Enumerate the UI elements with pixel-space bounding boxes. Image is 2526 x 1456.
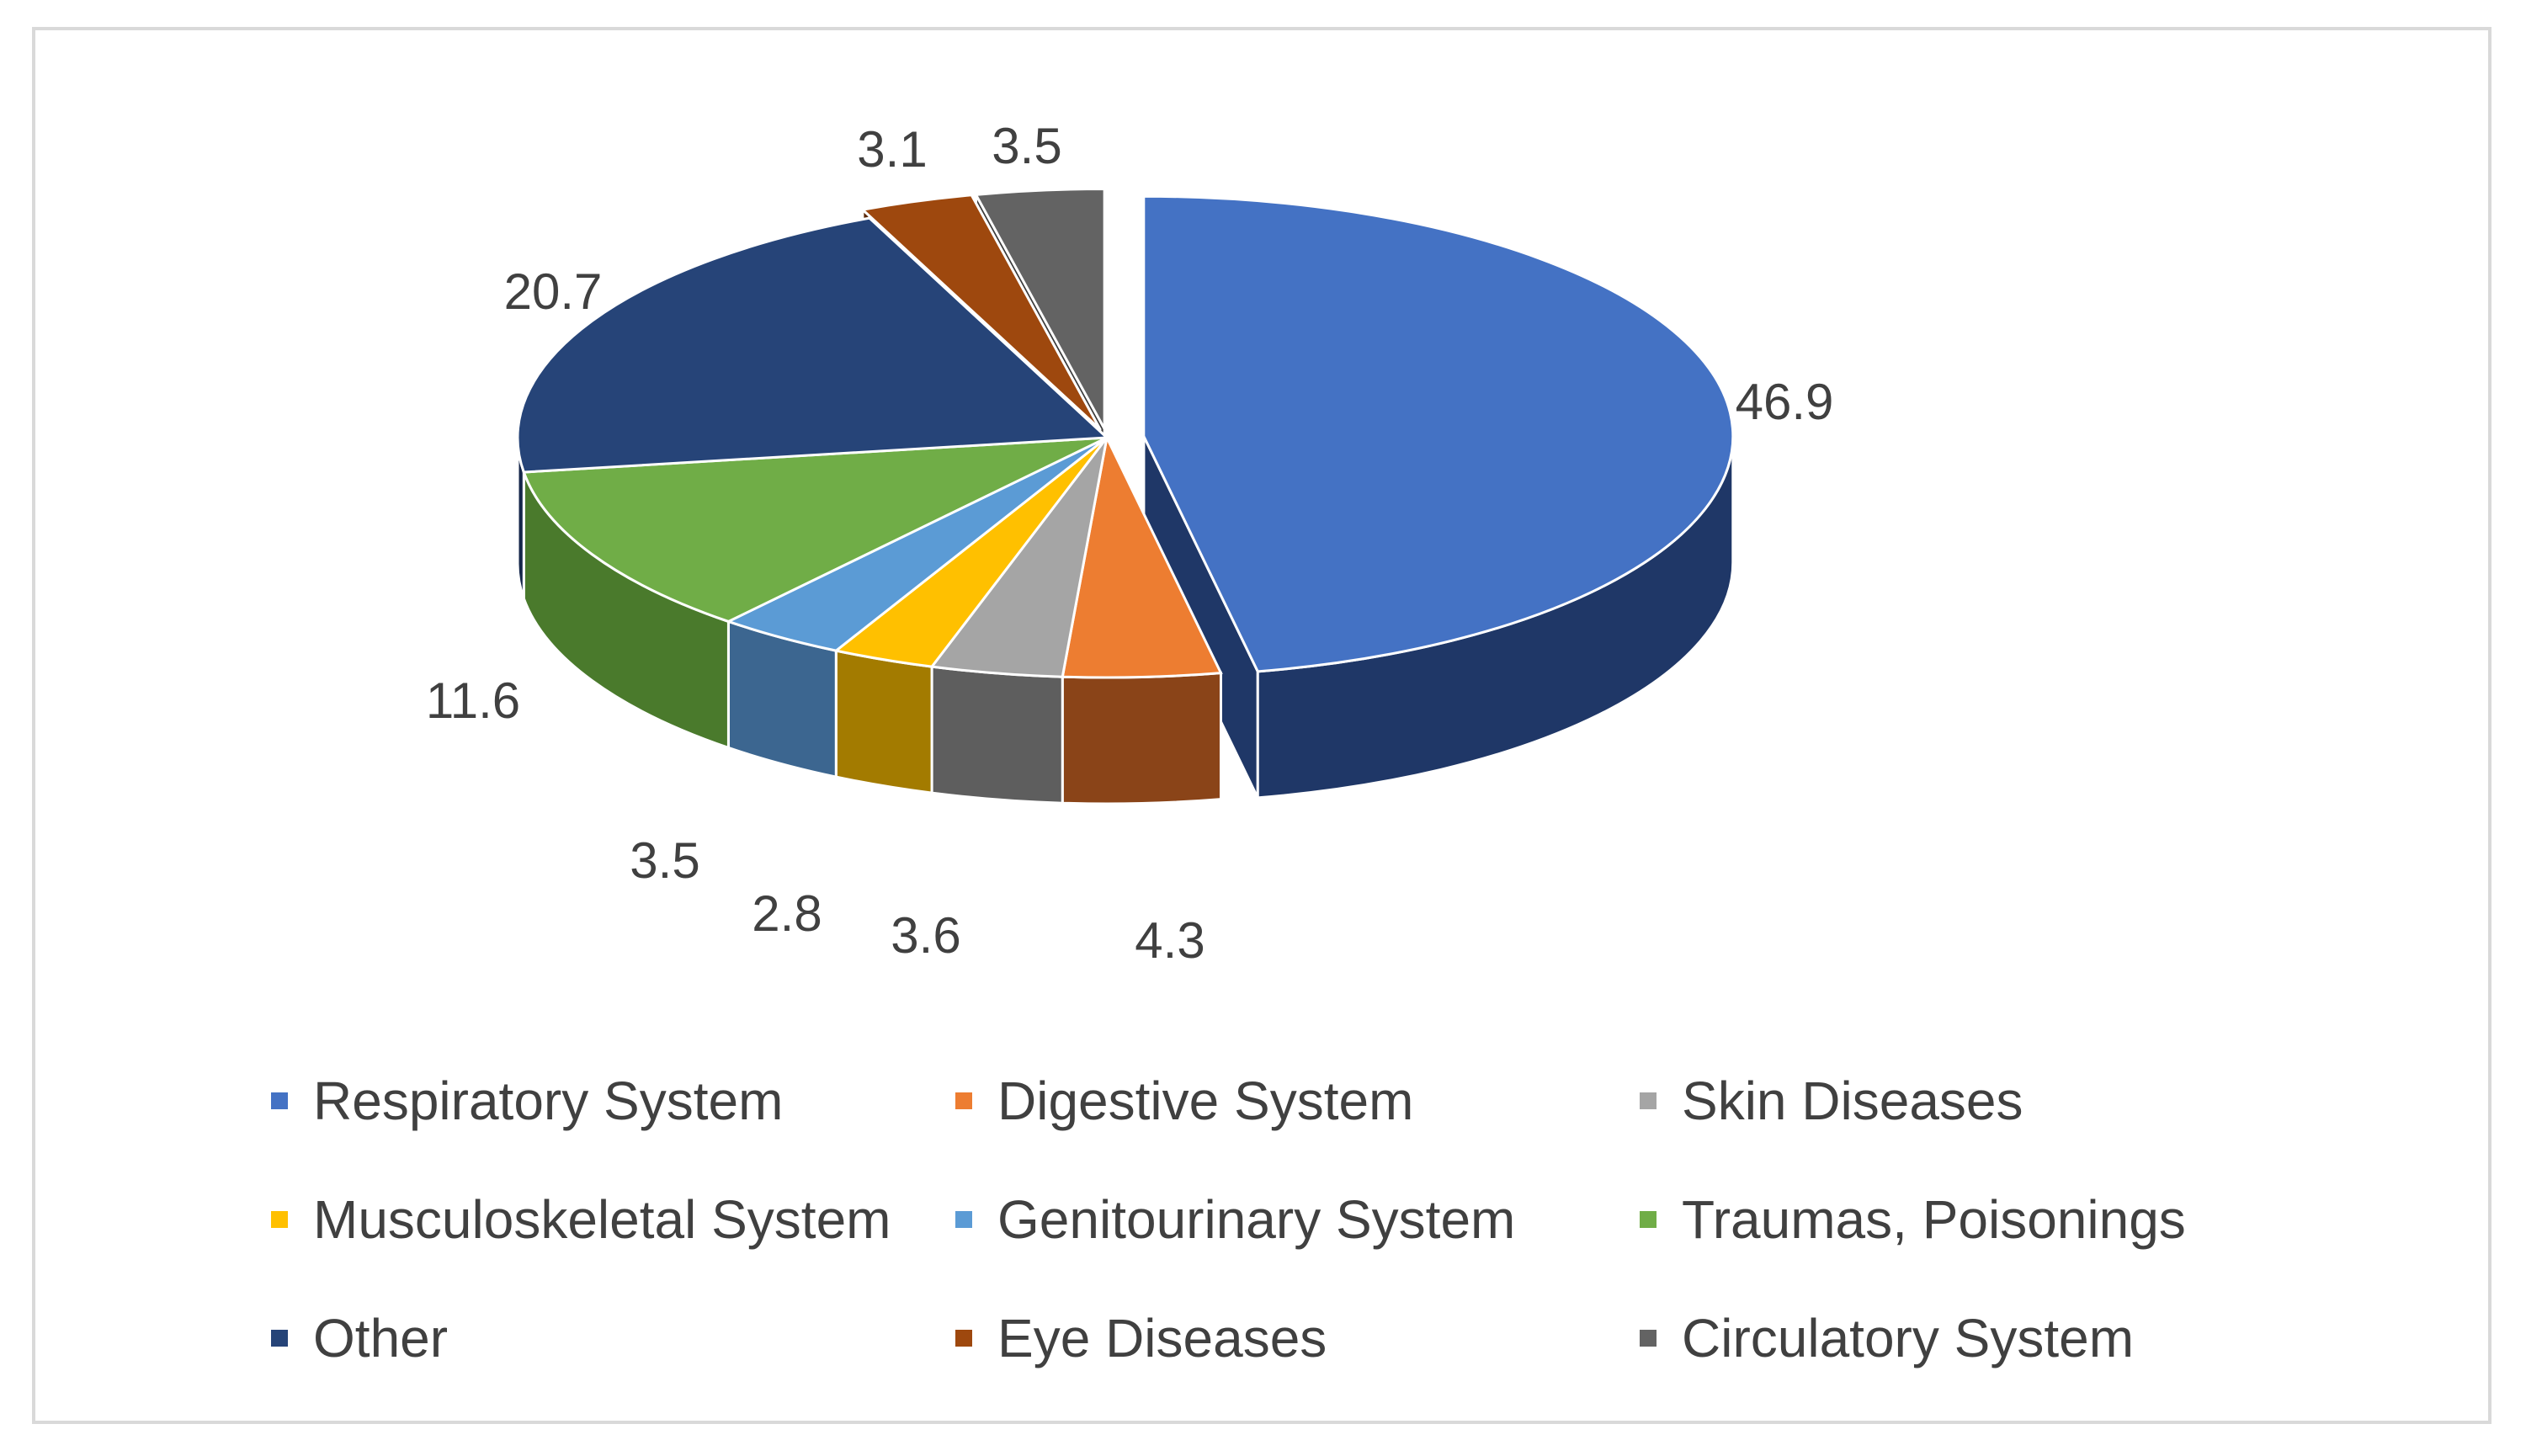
legend-item: Other [271,1305,448,1372]
legend-item: Respiratory System [271,1067,783,1135]
legend-item: Circulatory System [1640,1305,2134,1372]
pie-slice-side [834,649,933,794]
data-labels: 46.9 4.3 3.6 2.8 3.5 11.6 20.7 3.1 3.5 [426,118,1834,969]
legend-label: Other [313,1308,449,1368]
data-label: 3.6 [891,907,960,964]
legend-swatch [955,1092,972,1109]
legend-label: Respiratory System [313,1071,784,1131]
pie-slice [859,194,1102,431]
legend-label: Eye Diseases [997,1308,1327,1368]
legend-item: Digestive System [955,1067,1413,1135]
legend-item: Genitourinary System [955,1186,1515,1253]
legend-item: Skin Diseases [1640,1067,2023,1135]
legend-swatch [1640,1330,1657,1347]
data-label: 3.5 [992,118,1061,174]
pie-slice [516,216,1110,474]
legend-item: Musculoskeletal System [271,1186,891,1253]
pie-slice [1142,194,1735,673]
pie-slice [522,436,1108,624]
legend-label: Circulatory System [1682,1308,2134,1368]
legend-item: Traumas, Poisonings [1640,1186,2186,1253]
data-label: 11.6 [426,672,520,729]
legend-swatch [1640,1211,1657,1228]
legend-item: Eye Diseases [955,1305,1327,1372]
legend-swatch [955,1330,972,1347]
data-label: 3.5 [630,832,699,889]
pie-tops [516,187,1735,679]
legend-label: Traumas, Poisonings [1682,1189,2186,1250]
data-label: 4.3 [1135,912,1205,969]
legend-label: Genitourinary System [997,1189,1516,1250]
pie-slice-side [930,665,1064,805]
legend-swatch [955,1211,972,1228]
legend-swatch [1640,1092,1657,1109]
data-label: 20.7 [504,263,603,320]
legend-label: Musculoskeletal System [313,1189,891,1250]
pie-slice [974,187,1106,430]
legend-label: Skin Diseases [1682,1071,2023,1131]
pie-slice [1061,433,1223,679]
legend-label: Digestive System [997,1071,1414,1131]
legend-swatch [271,1211,288,1228]
data-label: 46.9 [1736,374,1834,430]
data-label: 2.8 [752,885,822,942]
pie-slice-side [1061,671,1222,805]
data-label: 3.1 [857,121,927,178]
legend-swatch [271,1330,288,1347]
legend-swatch [271,1092,288,1109]
